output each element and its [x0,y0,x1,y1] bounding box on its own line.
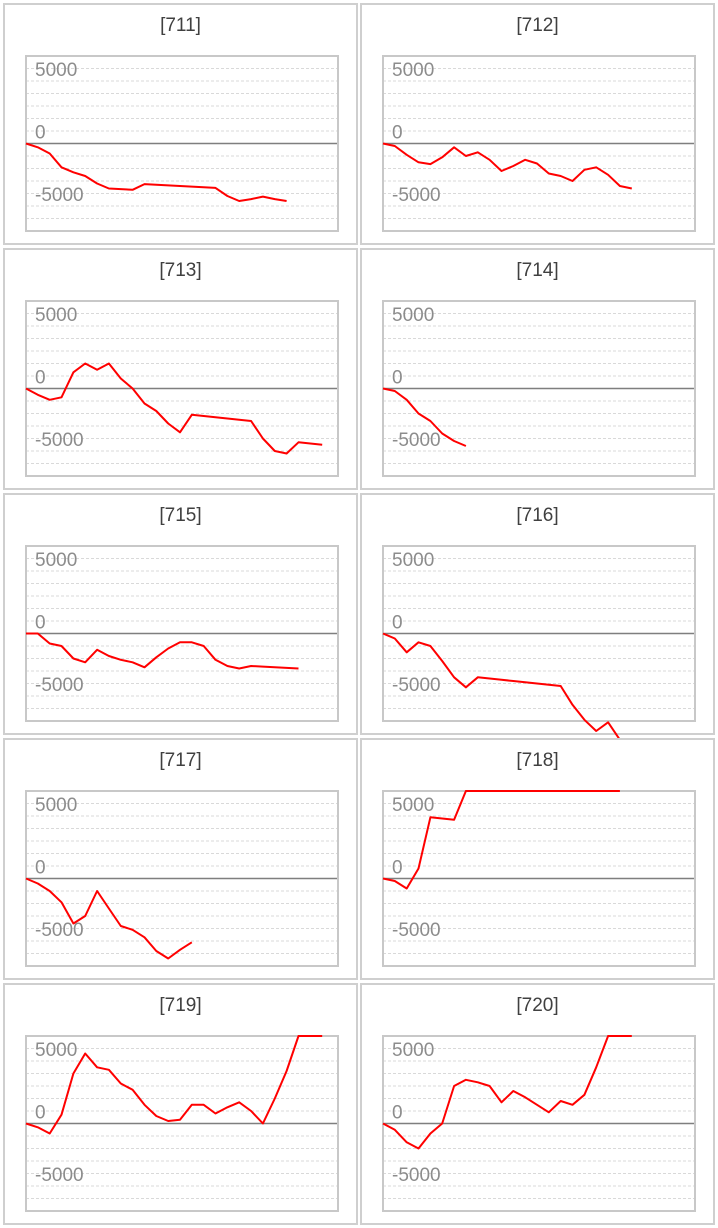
y-tick-label: -5000 [392,185,441,206]
y-tick-label: 5000 [392,1040,434,1061]
y-tick-label: -5000 [392,430,441,451]
chart-panel: [716] 5000 0 -5000 [360,493,715,741]
y-tick-label: 5000 [35,1040,77,1061]
y-tick-label: 5000 [35,550,77,571]
plot-area: 5000 0 -5000 [25,300,339,477]
chart-title: [715] [159,505,202,526]
y-tick-label: 5000 [392,795,434,816]
chart-panel: [713] 5000 0 -5000 [3,248,358,490]
series-line [25,362,323,455]
y-tick-label: 5000 [35,60,77,81]
plot-area: 5000 0 -5000 [25,545,339,722]
y-tick-label: -5000 [35,1165,84,1186]
plot-area: 5000 0 -5000 [382,55,696,232]
y-tick-label: -5000 [35,920,84,941]
series-line [382,632,621,741]
series-line [382,790,620,890]
y-tick-label: 0 [392,1103,403,1124]
y-tick-label: -5000 [35,675,84,696]
plot-area: 5000 0 -5000 [25,55,339,232]
y-tick-label: 5000 [392,305,434,326]
series-line [382,142,633,190]
series-line [25,877,193,960]
series-line [26,632,299,670]
series-line [382,1035,632,1150]
chart-title: [719] [159,995,202,1016]
chart-svg: 5000 0 -5000 [382,1035,696,1212]
chart-panel: [714] 5000 0 -5000 [360,248,715,490]
chart-svg: 5000 0 -5000 [25,300,339,477]
chart-title: [716] [516,505,559,526]
series-line [382,387,467,447]
plot-area: 5000 0 -5000 [25,1035,339,1212]
y-tick-label: 0 [35,123,46,144]
chart-title: [720] [516,995,559,1016]
chart-grid: [711] 5000 0 -5000 [712] 5000 0 -5000 [713] 5000 0… [3,3,715,1225]
y-tick-label: 0 [392,123,403,144]
chart-panel: [719] 5000 0 -5000 [3,983,358,1225]
chart-title: [717] [159,750,202,771]
chart-title: [712] [516,15,559,36]
chart-panel: [720] 5000 0 -5000 [360,983,715,1225]
chart-svg: 5000 0 -5000 [25,545,339,722]
y-tick-label: 5000 [35,795,77,816]
chart-title: [711] [160,15,201,36]
y-tick-label: -5000 [392,920,441,941]
y-tick-label: 0 [35,368,46,389]
y-tick-label: -5000 [392,675,441,696]
y-tick-label: 5000 [392,60,434,81]
y-tick-label: -5000 [35,185,84,206]
chart-title: [714] [516,260,559,281]
y-tick-label: 5000 [35,305,77,326]
chart-panel: [715] 5000 0 -5000 [3,493,358,735]
y-tick-label: 0 [392,858,403,879]
chart-panel: [718] 5000 0 -5000 [360,738,715,980]
chart-svg: 5000 0 -5000 [25,1035,339,1212]
chart-panel: [717] 5000 0 -5000 [3,738,358,980]
y-tick-label: 0 [35,1103,46,1124]
plot-area: 5000 0 -5000 [25,790,339,967]
y-tick-label: 0 [35,858,46,879]
chart-svg: 5000 0 -5000 [382,545,696,741]
plot-area: 5000 0 -5000 [382,300,696,477]
plot-area: 5000 0 -5000 [382,790,696,967]
chart-title: [713] [159,260,202,281]
chart-panel: [712] 5000 0 -5000 [360,3,715,245]
y-tick-label: 5000 [392,550,434,571]
y-tick-label: -5000 [35,430,84,451]
chart-svg: 5000 0 -5000 [382,55,696,232]
series-line [25,142,287,202]
chart-svg: 5000 0 -5000 [382,790,696,967]
chart-svg: 5000 0 -5000 [25,790,339,967]
chart-svg: 5000 0 -5000 [25,55,339,232]
series-line [25,1035,323,1135]
chart-title: [718] [516,750,559,771]
plot-area: 5000 0 -5000 [382,1035,696,1212]
y-tick-label: 0 [392,368,403,389]
chart-panel: [711] 5000 0 -5000 [3,3,358,245]
chart-svg: 5000 0 -5000 [382,300,696,477]
y-tick-label: 0 [35,613,46,634]
y-tick-label: -5000 [392,1165,441,1186]
plot-area: 5000 0 -5000 [382,545,696,741]
y-tick-label: 0 [392,613,403,634]
